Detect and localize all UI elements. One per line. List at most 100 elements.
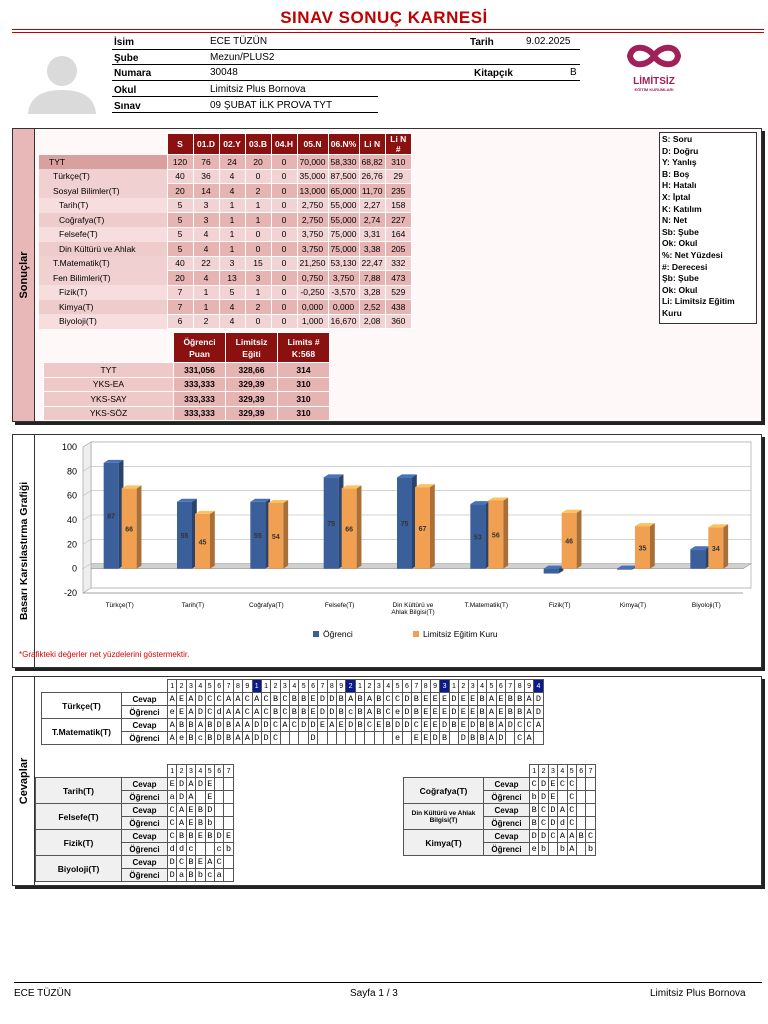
student-answer-cell: D [326,705,338,719]
results-row: TYT 120 76 24 20 0 70,000 58,330 68,82 310 [39,154,412,170]
student-answer-cell: B [439,731,450,745]
answer-key-cell: D [538,777,549,791]
answer-key-cell: D [345,718,356,732]
score-cell: 331,056 [173,362,226,378]
results-cell: 1 [218,212,246,228]
results-row: Coğrafya(T) 5 3 1 1 0 2,750 55,000 2,74 227 [39,212,412,228]
answer-key-cell: E [439,692,450,706]
answer-key-cell: C [514,718,525,732]
results-cell: 1 [218,241,246,257]
subject-name: Din Kültürü ve Ahlak Bilgisi(T) [403,803,484,830]
comparison-bar-chart: -20 0 20 40 60 80 100 87 66 Türkçe(T) 55 45 Tarih(T)… [62,441,753,639]
answer-key-cell: C [166,803,178,817]
student-answer-cell: e [166,705,178,719]
student-answer-cell: C [279,705,291,719]
results-cell: 0 [270,183,298,199]
bar-front [415,487,430,569]
results-row-label: Biyoloji(T) [39,314,168,329]
bar-side [723,524,729,569]
results-cell: 0 [270,226,298,242]
results-row: T.Matematik(T) 40 22 3 15 0 21,250 53,130 22,47 3… [39,255,412,271]
answer-key-cell: D [317,692,328,706]
score-cell: 333,333 [173,376,226,392]
answer-key-cell: B [336,692,347,706]
bar-top [708,524,729,528]
legend-item: D: Doğru [662,145,699,156]
answer-key-cell: A [533,718,544,732]
student-answer-cell: d [166,842,178,856]
student-answer-cell: A [176,816,187,830]
answer-key-cell: D [326,692,338,706]
answer-key-cell: C [392,692,403,706]
question-number: 8 [326,679,338,693]
bar-front [397,477,412,569]
answer-key-cell: C [260,692,272,706]
cevap-label: Cevap [483,777,530,791]
results-cell: 0 [270,255,298,271]
score-table: Öğrenci Puan Limitsiz Eğiti Limits # K:568… [43,332,330,421]
question-number: 4 [195,764,206,778]
results-cell: -3,570 [327,284,360,300]
bar-top [323,474,344,478]
answer-key-cell: C [364,718,375,732]
student-answer-cell: D [213,731,225,745]
answer-key-cell: B [514,692,525,706]
chart-note: *Grafikteki değerler net yüzdelerini gös… [19,650,190,659]
student-answer-cell: B [270,705,281,719]
results-row: Biyoloji(T) 6 2 4 0 0 1,000 16,670 2,08 360 [39,313,412,329]
bar-side [136,485,142,569]
student-answer-cell [585,816,596,830]
bar-top [488,497,509,501]
student-answer-cell: B [195,816,206,830]
answer-key-cell [223,777,234,791]
answer-key-cell: C [382,692,394,706]
answer-key-cell: A [223,692,234,706]
student-answer-cell: A [486,731,497,745]
results-cell: 75,000 [327,241,360,257]
answer-key-cell: D [176,777,187,791]
answer-key-cell: C [213,692,225,706]
results-cell: 40 [166,168,194,184]
student-answer-cell [585,790,596,804]
answer-key-cell [213,803,225,817]
info-divider [112,64,580,65]
results-cell: 3,750 [327,270,360,286]
question-number: 9 [336,679,347,693]
bar-value-label: 55 [254,533,262,540]
answer-key-cell: A [195,718,206,732]
bar-front [690,549,706,569]
results-cell: 2,52 [358,299,386,315]
student-answer-cell: C [270,731,281,745]
results-row-label: T.Matematik(T) [39,256,168,271]
answer-key-row: T.Matematik(T) Cevap A B B A B D B A A D D C A C D D E A E D B… [41,718,544,745]
student-answer-cell: B [289,705,300,719]
answer-key-cell: A [566,829,577,843]
answer-key-cell: C [204,692,215,706]
student-answer-cell: d [557,816,568,830]
answer-key-cell: C [538,803,549,817]
question-number: 8 [514,679,525,693]
student-answer-cell: c [185,842,197,856]
bar-front [250,501,266,569]
results-cell: 1 [244,197,272,213]
bar-side [210,510,215,569]
results-cell: 529 [384,284,412,300]
question-number: 1 [166,679,178,693]
answer-key-cell: C [242,692,253,706]
y-tick-label: 100 [62,442,77,452]
results-cell: 87,500 [327,168,360,184]
x-tick-label: Fizik(T) [549,602,571,609]
bar-side [503,497,509,569]
bar-value-label: 34 [712,546,720,553]
answer-key-cell: A [345,692,356,706]
x-tick-label: Türkçe(T) [106,602,134,609]
results-table: S 01.D 02.Y 03.B 04.H 05.N 06.N% Li N Li N # TYT… [39,133,412,329]
answer-key-cell: D [204,803,215,817]
student-answer-cell: e [176,731,187,745]
question-number: 3 [439,679,450,693]
results-cell: 21,250 [296,255,329,271]
results-cell: 20 [166,270,194,286]
student-answer-cell: E [420,731,431,745]
question-number: 1 [448,679,460,693]
